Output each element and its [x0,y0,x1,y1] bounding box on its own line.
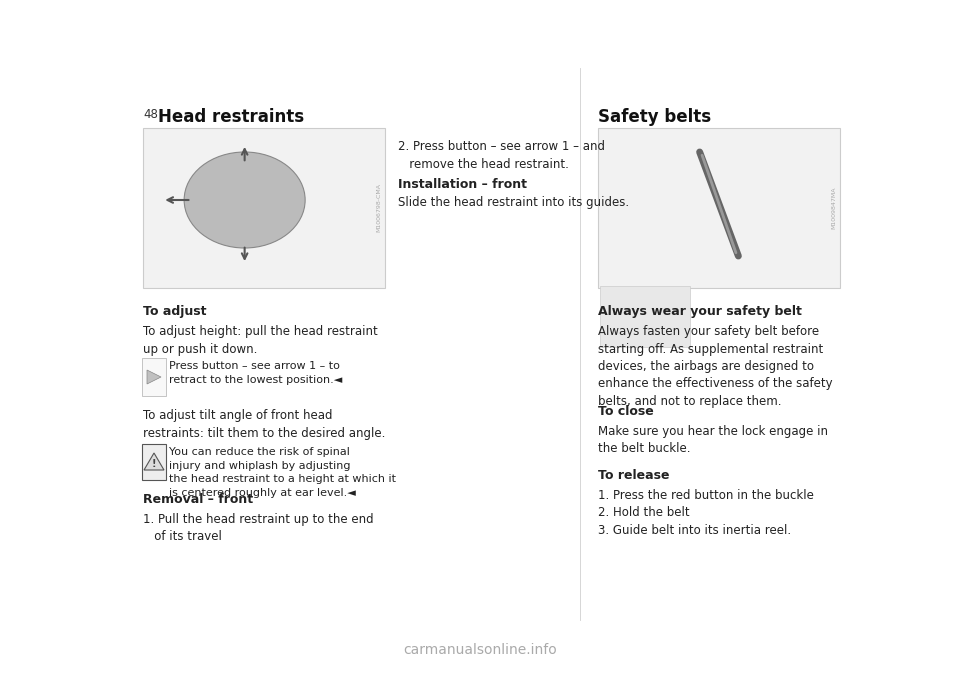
Polygon shape [144,453,164,470]
Text: To release: To release [598,469,669,482]
Text: To adjust tilt angle of front head
restraints: tilt them to the desired angle.: To adjust tilt angle of front head restr… [143,409,385,439]
Text: Make sure you hear the lock engage in
the belt buckle.: Make sure you hear the lock engage in th… [598,425,828,456]
Ellipse shape [184,152,305,248]
FancyBboxPatch shape [142,358,166,396]
Text: You can reduce the risk of spinal
injury and whiplash by adjusting
the head rest: You can reduce the risk of spinal injury… [169,447,396,498]
FancyBboxPatch shape [598,128,840,288]
Text: Installation – front: Installation – front [398,178,527,191]
Text: carmanualsonline.info: carmanualsonline.info [403,643,557,657]
Text: 48: 48 [143,108,157,121]
Text: 1. Press the red button in the buckle
2. Hold the belt
3. Guide belt into its in: 1. Press the red button in the buckle 2.… [598,489,814,537]
Text: To adjust: To adjust [143,305,206,318]
FancyBboxPatch shape [142,444,166,480]
Text: Head restraints: Head restraints [158,108,304,126]
Text: M1009847MA: M1009847MA [831,186,836,229]
Text: !: ! [152,459,156,469]
Text: Always fasten your safety belt before
starting off. As supplemental restraint
de: Always fasten your safety belt before st… [598,325,832,408]
Text: M1006798-CMA: M1006798-CMA [376,184,381,233]
Text: To close: To close [598,405,654,418]
Text: 1. Pull the head restraint up to the end
   of its travel: 1. Pull the head restraint up to the end… [143,513,373,544]
Text: Always wear your safety belt: Always wear your safety belt [598,305,802,318]
Polygon shape [147,370,161,384]
FancyBboxPatch shape [600,286,689,347]
Text: Safety belts: Safety belts [598,108,711,126]
Text: 2. Press button – see arrow 1 – and
   remove the head restraint.: 2. Press button – see arrow 1 – and remo… [398,140,605,170]
Text: Removal – front: Removal – front [143,493,253,506]
Text: Press button – see arrow 1 – to
retract to the lowest position.◄: Press button – see arrow 1 – to retract … [169,361,343,384]
Text: Slide the head restraint into its guides.: Slide the head restraint into its guides… [398,196,629,209]
FancyBboxPatch shape [143,128,385,288]
Text: To adjust height: pull the head restraint
up or push it down.: To adjust height: pull the head restrain… [143,325,377,355]
